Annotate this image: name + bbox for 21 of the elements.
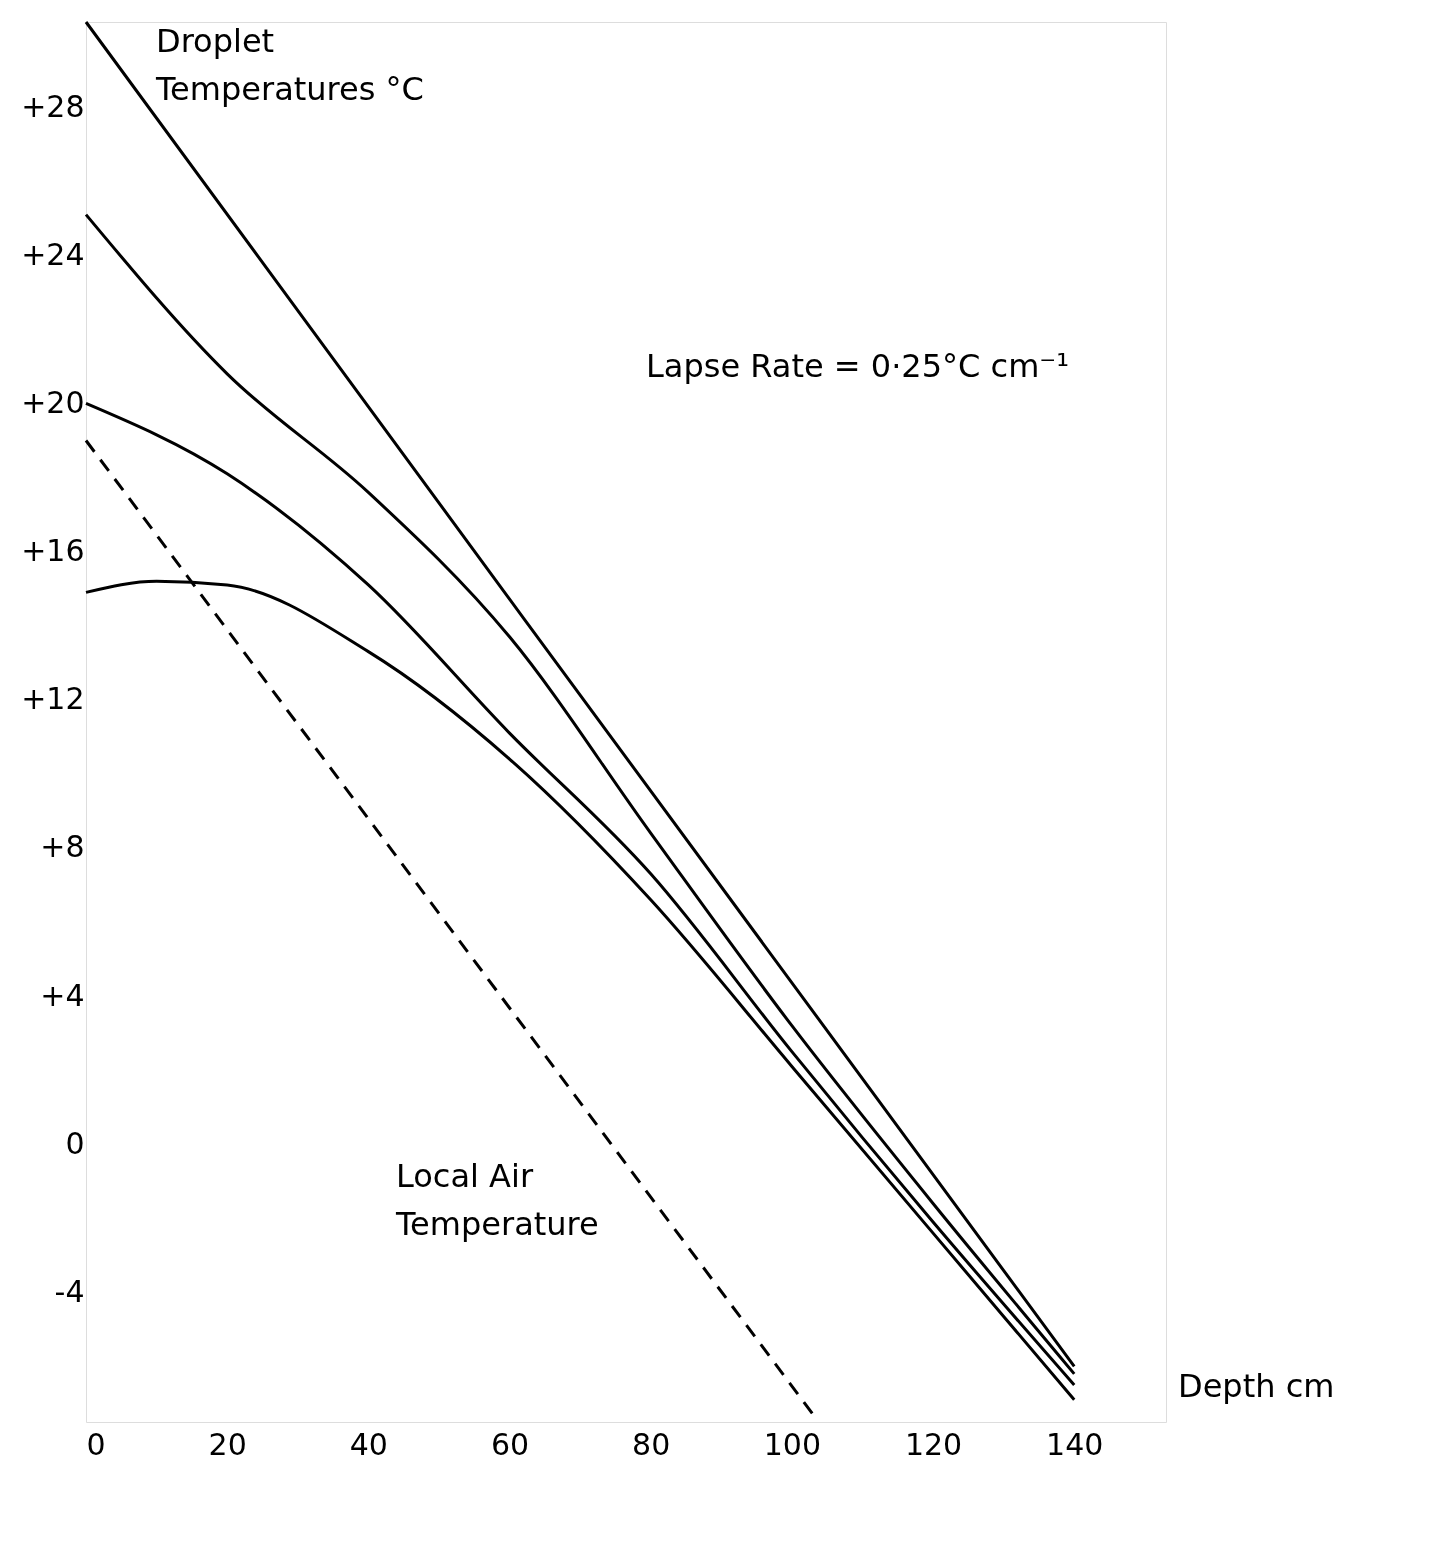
y-tick-label: +28: [21, 88, 85, 124]
x-tick-label: 60: [490, 1426, 530, 1462]
annotation: Droplet Temperatures °C: [155, 22, 424, 108]
y-tick-label: +12: [21, 681, 85, 717]
annotation: Local Air Temperature: [395, 1157, 599, 1243]
line-series: [84, 401, 1076, 1387]
annotation: Lapse Rate = 0·25°C cm⁻¹: [646, 347, 1070, 385]
x-axis-title: Depth cm: [1178, 1367, 1335, 1405]
y-tick-label: -4: [54, 1273, 85, 1309]
y-tick-label: 0: [65, 1125, 85, 1161]
y-tick-label: +16: [21, 533, 85, 569]
x-tick-label: 120: [904, 1426, 963, 1462]
x-tick-label: 100: [763, 1426, 822, 1462]
y-tick-label: +24: [21, 236, 85, 272]
x-tick-label: 80: [632, 1426, 671, 1462]
x-tick-label: 140: [1046, 1426, 1104, 1462]
y-tick-label: +20: [21, 384, 85, 420]
x-tick-label: 20: [208, 1426, 247, 1462]
x-tick-label: 40: [349, 1426, 388, 1462]
y-tick-label: +8: [40, 829, 85, 865]
y-tick-label: +4: [40, 977, 85, 1013]
